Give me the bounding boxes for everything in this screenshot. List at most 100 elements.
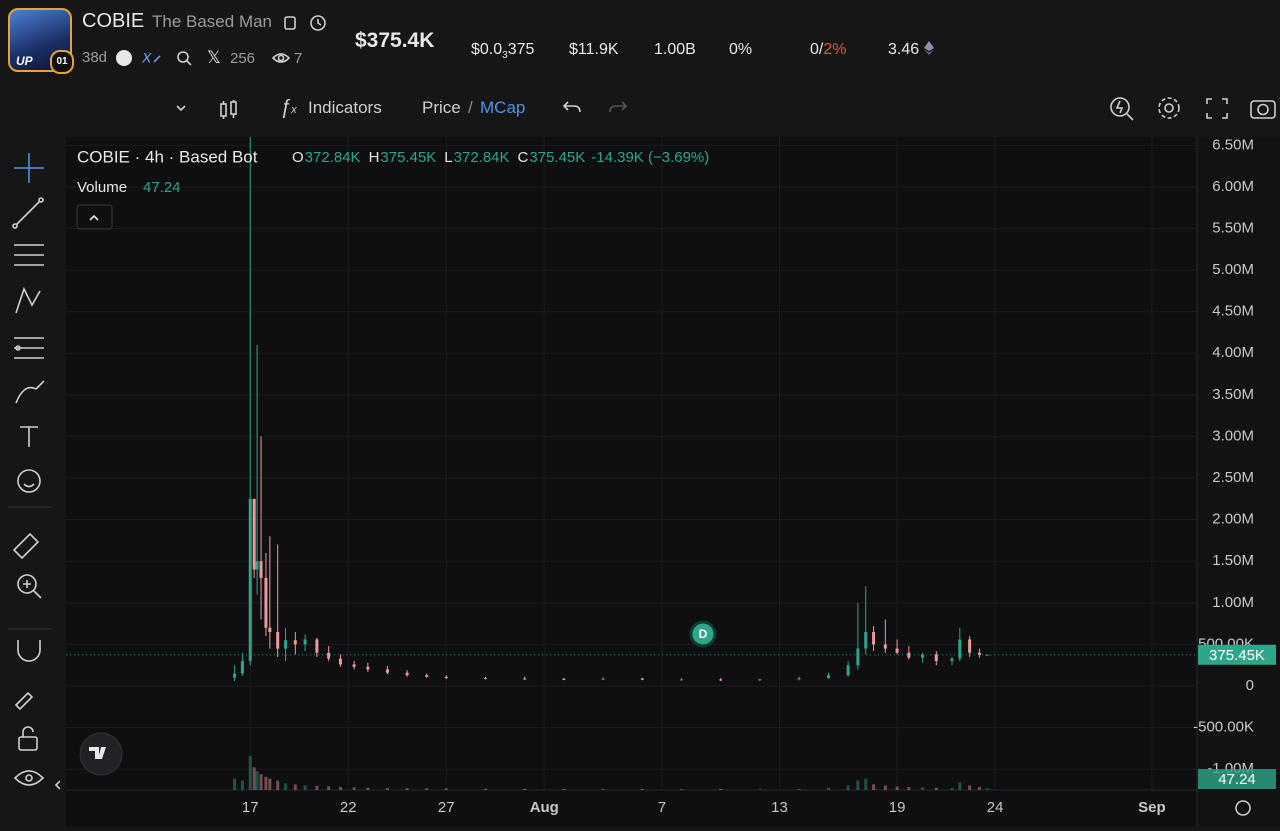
tv-logo-mark (89, 747, 106, 759)
token-subtitle: The Based Man (152, 12, 273, 31)
token-logo[interactable]: UP 01 (8, 8, 74, 74)
candle-body (921, 654, 925, 658)
stat-value-text: 3.46 (888, 41, 920, 58)
volume-bar (483, 788, 487, 790)
y-tick-label: 6.00M (1212, 178, 1254, 195)
volume-bar (252, 767, 256, 790)
volume-bar (968, 785, 972, 790)
volume-bar (303, 785, 307, 790)
fx-icon[interactable]: ƒx (280, 96, 297, 118)
y-tick-label: 2.00M (1212, 511, 1254, 528)
volume-bar (719, 789, 723, 790)
volume-bar (640, 788, 644, 790)
legend-key: H (369, 149, 380, 166)
candle-body (255, 561, 259, 570)
x-tick-label: 19 (889, 799, 906, 816)
legend-value: 375.45K (380, 149, 436, 166)
volume-bar (934, 787, 938, 790)
legend-key: O (292, 149, 304, 166)
collapse-button[interactable] (76, 204, 113, 230)
candle-body (327, 652, 331, 659)
volume-bar (425, 788, 429, 790)
legend-key: L (444, 149, 452, 166)
candle-body (601, 678, 605, 680)
x-tick-label: 22 (340, 799, 357, 816)
indicators-button[interactable]: Indicators (308, 98, 382, 117)
candle-body (233, 673, 237, 678)
legend-value: 372.84K (454, 149, 510, 166)
volume-bar (907, 786, 911, 790)
candle-body (264, 577, 268, 628)
volume-bar (950, 787, 954, 790)
y-tick-label: 3.00M (1212, 427, 1254, 444)
chart: 6.50M 6.00M 5.50M 5.00M 4.50M 4.00M 3.50M 3.00M… (66, 137, 1280, 827)
candle-body (248, 498, 252, 662)
volume-bar (758, 789, 762, 790)
candle-body (907, 652, 911, 658)
stat-value: 1.00B (654, 41, 696, 59)
token-name: COBIE (82, 10, 145, 32)
volume-bar (385, 787, 389, 790)
volume-bar (233, 778, 237, 790)
volume-bar (797, 788, 801, 790)
volume-bar (276, 780, 280, 790)
volume-bar (315, 785, 319, 790)
toggle-separator: / (468, 98, 473, 117)
volume-bar (958, 782, 962, 790)
stat-value-text: 1.00B (654, 41, 696, 58)
volume-bar (985, 788, 989, 790)
header-icons[interactable] (282, 14, 332, 32)
drawing-tools[interactable] (0, 137, 60, 831)
stat-value-end: 2% (823, 41, 847, 58)
candle-body (444, 676, 448, 679)
y-tick-label: 6.50M (1212, 137, 1254, 153)
volume-bar (872, 784, 876, 790)
volume-legend-value: 47.24 (143, 179, 181, 196)
market-cap: $375.4K (355, 29, 435, 52)
candle-body (985, 654, 989, 656)
y-tick-label: 5.00M (1212, 261, 1254, 278)
last-price-tag (1198, 644, 1276, 665)
volume-bar (405, 788, 409, 790)
x-tick-label: 17 (242, 799, 259, 816)
logo-badge: UP (16, 54, 33, 68)
event-marker-label: D (699, 627, 708, 641)
chart-tools[interactable] (1108, 94, 1280, 122)
candle-body (883, 644, 887, 649)
candle-body (352, 664, 356, 667)
volume-bar (366, 787, 370, 790)
svg-text:X: X (141, 50, 152, 66)
legend-value: 375.45K (529, 149, 585, 166)
stat-value: 0% (729, 41, 752, 59)
eth-icon (924, 41, 935, 55)
volume-legend-label: Volume (77, 179, 127, 196)
mcap-toggle[interactable]: MCap (480, 98, 526, 117)
candle-body (385, 669, 389, 673)
price-toggle[interactable]: Price (422, 98, 461, 117)
views: 7 (294, 50, 303, 67)
undo-redo[interactable] (560, 96, 630, 120)
candle-body (405, 672, 409, 676)
volume-bar (284, 783, 288, 790)
candle-body (895, 648, 899, 653)
volume-bar (864, 778, 868, 790)
social-icons[interactable]: X (114, 48, 204, 68)
candle-body (562, 678, 566, 680)
volume-bar (259, 774, 263, 790)
volume-bar (248, 756, 252, 790)
candle-body (284, 640, 288, 649)
token-age: 38d (82, 49, 108, 66)
volume-bar (679, 788, 683, 790)
volume-bar (264, 776, 268, 790)
y-tick-label: 2.50M (1212, 469, 1254, 486)
y-tick-label: 5.50M (1212, 219, 1254, 236)
candle-body (293, 640, 297, 645)
stat-value-text: $0.0 (471, 41, 503, 58)
candle-body (679, 679, 683, 681)
toolbar-icons[interactable] (174, 100, 254, 120)
candle-body (425, 675, 429, 677)
stat-value-text: 0% (729, 41, 753, 58)
candle-body (483, 678, 487, 680)
event-marker (689, 620, 717, 648)
volume-bar (977, 786, 981, 790)
